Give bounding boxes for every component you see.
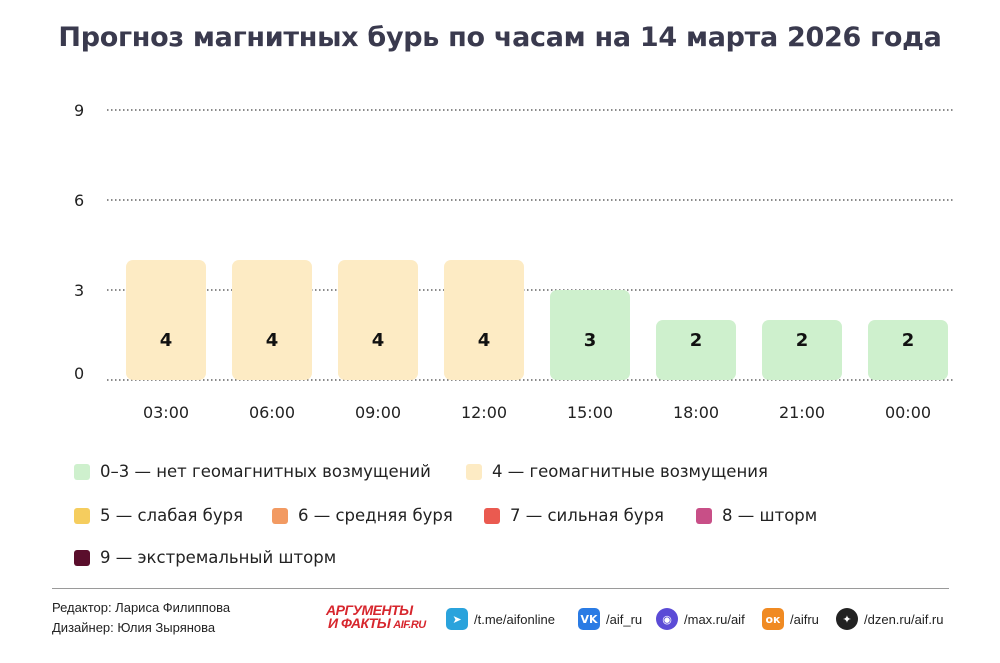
social-link[interactable]: VK/aif_ru xyxy=(578,608,642,630)
designer-credit: Дизайнер: Юлия Зырянова xyxy=(52,620,216,635)
dzen-icon: ✦ xyxy=(836,608,858,630)
legend-swatch xyxy=(74,507,90,524)
editor-credit: Редактор: Лариса Филиппова xyxy=(52,600,231,615)
bar-06:00 xyxy=(232,260,312,380)
social-link[interactable]: ➤ /t.me/aifonline xyxy=(446,608,555,630)
legend-swatch xyxy=(484,507,500,524)
telegram-icon: ➤ xyxy=(446,608,468,630)
x-tick-label: 18:00 xyxy=(673,403,719,422)
max-icon: ◉ xyxy=(656,608,678,630)
x-tick-label: 09:00 xyxy=(355,403,401,422)
bar-15:00 xyxy=(550,290,630,380)
legend-label: 8 — шторм xyxy=(722,506,818,525)
legend-label: 4 — геомагнитные возмущения xyxy=(492,462,768,481)
logo-site: AIF.RU xyxy=(393,619,426,631)
legend-item: 7 — сильная буря xyxy=(484,506,664,525)
y-tick-label: 0 xyxy=(74,364,84,383)
chart-title: Прогноз магнитных бурь по часам на 14 ма… xyxy=(58,22,942,53)
legend-label: 6 — средняя буря xyxy=(298,506,453,525)
legend-swatch xyxy=(696,507,712,524)
y-tick-label: 6 xyxy=(74,191,84,210)
legend-item: 0–3 — нет геомагнитных возмущений xyxy=(74,462,431,481)
social-link[interactable]: ок/aifru xyxy=(762,608,819,630)
legend-swatch xyxy=(74,549,90,566)
logo-line1: АРГУМЕНТЫ xyxy=(326,602,413,618)
legend-swatch xyxy=(272,507,288,524)
legend-swatch xyxy=(466,463,482,480)
x-tick-label: 15:00 xyxy=(567,403,613,422)
x-axis-ticks: 03:00 06:00 09:00 12:00 15:00 18:00 21:00 00:00 xyxy=(143,403,931,422)
y-tick-label: 9 xyxy=(74,101,84,120)
bar-value-label: 2 xyxy=(796,330,809,351)
legend-item: 8 — шторм xyxy=(696,506,817,525)
x-tick-label: 21:00 xyxy=(779,403,825,422)
bar-value-label: 2 xyxy=(902,330,915,351)
logo-line2: И ФАКТЫ xyxy=(328,615,391,631)
social-link-text: /t.me/aifonline xyxy=(474,611,555,627)
x-tick-label: 00:00 xyxy=(885,403,931,422)
legend-item: 4 — геомагнитные возмущения xyxy=(466,462,768,481)
footer-divider xyxy=(52,588,949,589)
legend-label: 9 — экстремальный шторм xyxy=(100,548,337,567)
bar-21:00 xyxy=(762,320,842,380)
bar-value-label: 3 xyxy=(584,330,597,351)
y-tick-label: 3 xyxy=(74,281,84,300)
social-link[interactable]: ◉ /max.ru/aif xyxy=(656,608,745,630)
x-tick-label: 06:00 xyxy=(249,403,295,422)
x-tick-label: 12:00 xyxy=(461,403,507,422)
bar-value-label: 4 xyxy=(372,330,385,351)
bar-value-label: 4 xyxy=(478,330,491,351)
legend-label: 5 — слабая буря xyxy=(100,506,244,525)
legend-label: 7 — сильная буря xyxy=(510,506,664,525)
bar-00:00 xyxy=(868,320,948,380)
legend-swatch xyxy=(74,463,90,480)
bar-18:00 xyxy=(656,320,736,380)
bar-12:00 xyxy=(444,260,524,380)
social-link-text: /dzen.ru/aif.ru xyxy=(864,611,944,627)
legend-item: 9 — экстремальный шторм xyxy=(74,548,336,567)
social-link-text: /max.ru/aif xyxy=(684,611,745,627)
bar-09:00 xyxy=(338,260,418,380)
odnoklassniki-icon: ок xyxy=(762,608,784,630)
legend-item: 5 — слабая буря xyxy=(74,506,243,525)
bars: 4 4 4 4 3 2 2 2 xyxy=(126,260,948,380)
aif-logo: АРГУМЕНТЫ И ФАКТЫ AIF.RU xyxy=(326,602,436,634)
bar-value-label: 4 xyxy=(160,330,173,351)
social-link-text: /aif_ru xyxy=(606,611,643,627)
bar-value-label: 2 xyxy=(690,330,703,351)
legend-item: 6 — средняя буря xyxy=(272,506,453,525)
vk-icon: VK xyxy=(578,608,600,630)
social-link[interactable]: ✦ /dzen.ru/aif.ru xyxy=(836,608,944,630)
y-axis-ticks: 0 3 6 9 xyxy=(74,101,84,383)
social-link-text: /aifru xyxy=(790,611,819,627)
x-tick-label: 03:00 xyxy=(143,403,189,422)
bar-03:00 xyxy=(126,260,206,380)
bar-chart: 0 3 6 9 4 4 4 4 3 2 2 2 03:00 06:00 09:00 12:00 15:00 1… xyxy=(74,101,955,422)
bar-value-label: 4 xyxy=(266,330,279,351)
legend-label: 0–3 — нет геомагнитных возмущений xyxy=(100,462,431,481)
